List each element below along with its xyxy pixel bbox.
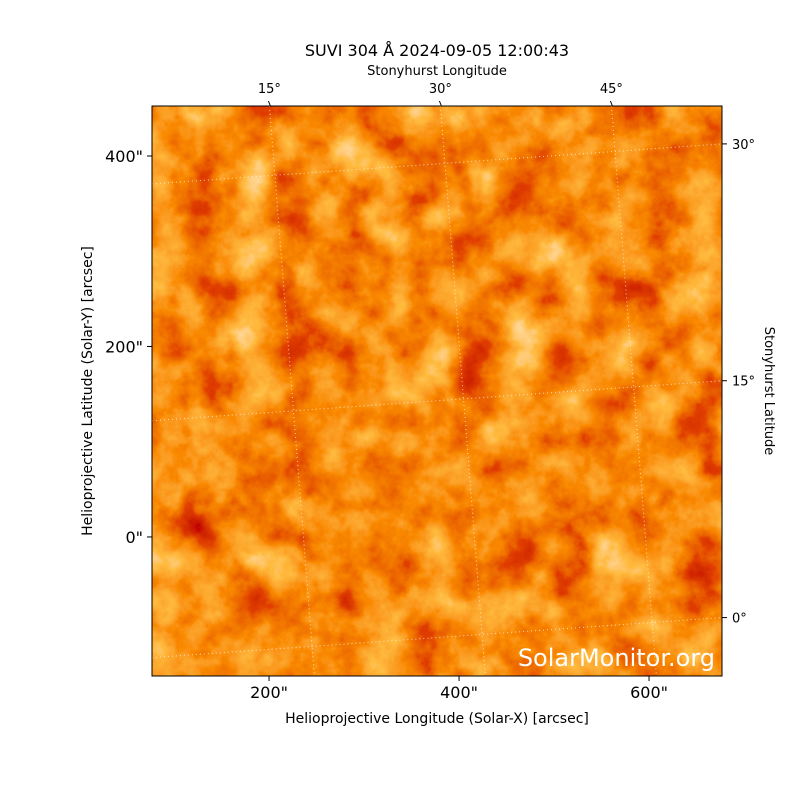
y-label: Helioprojective Latitude (Solar-Y) [arcs… (80, 246, 96, 536)
y-tick-label: 400" (105, 147, 143, 166)
y2-tick-label: 0° (732, 612, 747, 627)
x2-tick-label: 30° (429, 82, 452, 97)
x2-tick (609, 100, 613, 107)
watermark: SolarMonitor.org (518, 644, 715, 672)
lat-grid-line (152, 380, 722, 422)
lat-grid-line (152, 617, 722, 659)
solar-image (152, 106, 722, 676)
axes-frame (151, 105, 723, 677)
x-tick-label: 400" (440, 683, 478, 702)
x2-tick (267, 100, 271, 107)
x-tick-label: 200" (250, 683, 288, 702)
lon-grid-line (439, 106, 486, 676)
grid (152, 106, 722, 676)
x2-tick (438, 100, 442, 107)
y2-tick-label: 15° (732, 375, 755, 390)
lon-grid-line (268, 106, 315, 676)
x-tick-label: 600" (630, 683, 668, 702)
x2-tick-label: 15° (258, 82, 281, 97)
chart-title: SUVI 304 Å 2024-09-05 12:00:43 (305, 41, 569, 60)
x-label: Helioprojective Longitude (Solar-X) [arc… (285, 711, 589, 727)
y2-label: Stonyhurst Latitude (761, 327, 776, 456)
lat-grid-line (152, 143, 722, 185)
x2-label: Stonyhurst Longitude (367, 64, 507, 79)
x2-tick-label: 45° (600, 82, 623, 97)
lon-grid-line (610, 106, 657, 676)
y-tick-label: 0" (125, 528, 143, 547)
y2-tick-label: 30° (732, 138, 755, 153)
y-tick-label: 200" (105, 337, 143, 356)
